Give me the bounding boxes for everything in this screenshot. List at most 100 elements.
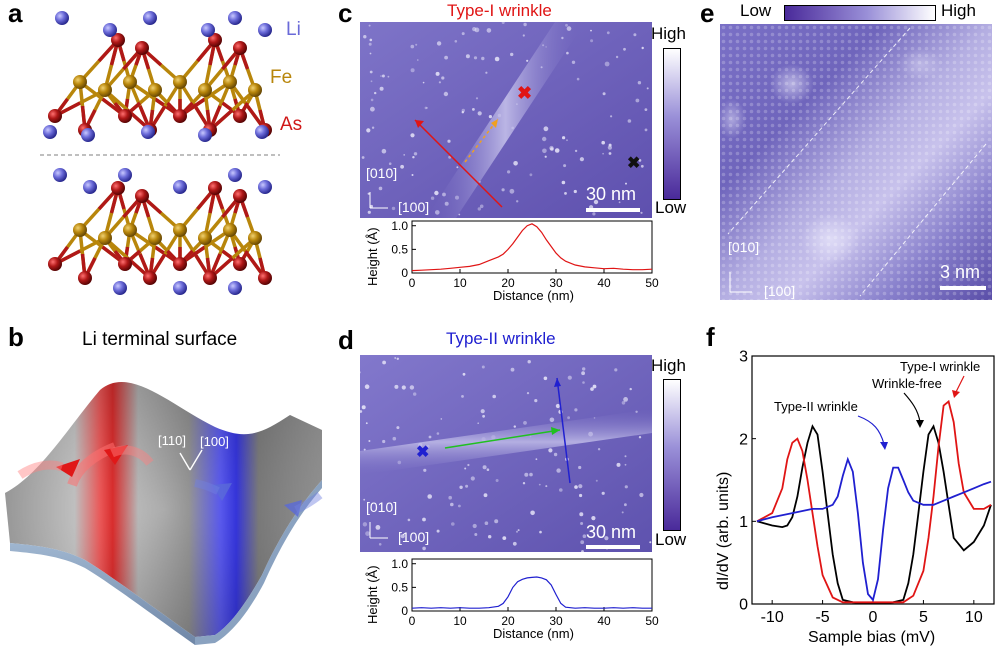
fe-atom [248, 231, 262, 245]
colorbar [663, 48, 681, 200]
x-axis-label: Sample bias (mV) [808, 629, 935, 646]
type1-wrinkle [426, 22, 585, 218]
li-atom [255, 125, 269, 139]
annotation-type2: Type-II wrinkle [774, 399, 858, 414]
axis-100-label: [100] [398, 529, 429, 545]
li-atom [103, 23, 117, 37]
y-tick-label: 1 [739, 514, 748, 531]
arrow-type2 [880, 442, 888, 450]
fe-atom [173, 223, 187, 237]
panel-d-title: Type-II wrinkle [446, 329, 556, 348]
x-tick-label: 30 [549, 614, 563, 628]
legend-fe: Fe [270, 67, 293, 88]
height-profile-type1: Height (Å) Distance (nm) 0 10 20 30 40 50 0 0.5… [365, 219, 659, 303]
scalebar [586, 208, 640, 212]
colorbar-low-label: Low [655, 530, 687, 549]
as-atom [208, 181, 222, 195]
as-atom [233, 109, 247, 123]
y-tick-label: 1.0 [391, 557, 408, 571]
x-tick-label: 0 [409, 614, 416, 628]
y-tick-label: 3 [739, 349, 748, 366]
red-arrow-icon [56, 459, 80, 477]
fe-atom [148, 83, 162, 97]
panel-label-e: e [700, 0, 715, 28]
marker-red-x: ✖ [517, 83, 532, 103]
series-line-type-i-wrinkle [756, 399, 992, 604]
li-atom [258, 180, 272, 194]
li-atom [43, 125, 57, 139]
y-tick-label: 0 [739, 597, 748, 614]
type2-wrinkle [360, 409, 652, 475]
panel-label-c: c [338, 0, 353, 28]
blue-arrow-icon [212, 483, 232, 501]
arrow-free [916, 420, 924, 428]
fe-atom [148, 231, 162, 245]
as-atom [48, 109, 62, 123]
as-atom [233, 189, 247, 203]
colorbar [663, 379, 681, 531]
fe-atom [123, 223, 137, 237]
x-tick-label: 40 [597, 276, 611, 290]
dir-110-label: [110] [158, 433, 186, 448]
fe-atom [123, 75, 137, 89]
colorbar-low-label: Low [655, 198, 687, 217]
atomic-resolution-image: [010] [100] 3 nm [720, 24, 992, 300]
fe-atom [223, 75, 237, 89]
as-atom [118, 257, 132, 271]
li-atom [201, 23, 215, 37]
li-atom [141, 125, 155, 139]
scalebar-label: 30 nm [586, 522, 636, 542]
li-atom [198, 128, 212, 142]
y-axis-label: Height (Å) [365, 227, 380, 286]
li-atom [113, 281, 127, 295]
height-profile-type2: Height (Å) Distance (nm) 0 10 20 30 40 50 0 0.5… [365, 557, 659, 641]
as-atom [208, 33, 222, 47]
x-tick-label: -10 [761, 609, 784, 626]
y-tick-label: 0 [401, 604, 408, 618]
wrinkle-edge-line [859, 143, 987, 297]
fe-atom [173, 75, 187, 89]
axis-010-label: [010] [366, 499, 397, 515]
axis-100-label: [100] [398, 199, 429, 215]
fe-atom [198, 83, 212, 97]
x-tick-label: 40 [597, 614, 611, 628]
li-atom [83, 180, 97, 194]
axis-010-label: [010] [366, 165, 397, 181]
as-atom [173, 109, 187, 123]
li-atom [258, 23, 272, 37]
fe-atom [223, 223, 237, 237]
y-tick-label: 0 [401, 266, 408, 280]
crystal-structure-diagram [40, 11, 280, 295]
stm-image-type2: ✖ [010] [100] 30 nm [360, 355, 652, 552]
as-atom [233, 257, 247, 271]
as-atom [258, 271, 272, 285]
marker-black-x: ✖ [627, 155, 640, 172]
y-axis-label: Height (Å) [365, 565, 380, 624]
annotation-type1: Type-I wrinkle [900, 359, 980, 374]
profile-line-blue [556, 377, 571, 484]
x-tick-label: 0 [409, 276, 416, 290]
li-atom [173, 180, 187, 194]
dIdV-spectra-plot: dI/dV (arb. units) Sample bias (mV) -10 -… [715, 349, 995, 646]
blue-arrow-icon [284, 500, 302, 517]
as-atom [233, 41, 247, 55]
li-atom [173, 281, 187, 295]
profile-curve [411, 576, 652, 609]
y-tick-label: 0.5 [391, 243, 408, 257]
scalebar-label: 30 nm [586, 184, 636, 204]
panel-label-b: b [8, 322, 24, 352]
x-tick-label: 5 [919, 609, 928, 626]
fe-as-layer-bottom [48, 181, 272, 285]
x-tick-label: 10 [965, 609, 983, 626]
as-atom [143, 271, 157, 285]
red-arrow-icon [104, 445, 128, 465]
legend-as: As [280, 114, 303, 135]
scalebar [586, 545, 640, 549]
scalebar [940, 286, 986, 290]
as-atom [111, 33, 125, 47]
li-atom [81, 128, 95, 142]
li-surface-3d: [110] [100] [5, 382, 323, 645]
profile-line-red [414, 119, 503, 208]
legend-li: Li [286, 19, 301, 40]
x-tick-label: 50 [645, 276, 659, 290]
